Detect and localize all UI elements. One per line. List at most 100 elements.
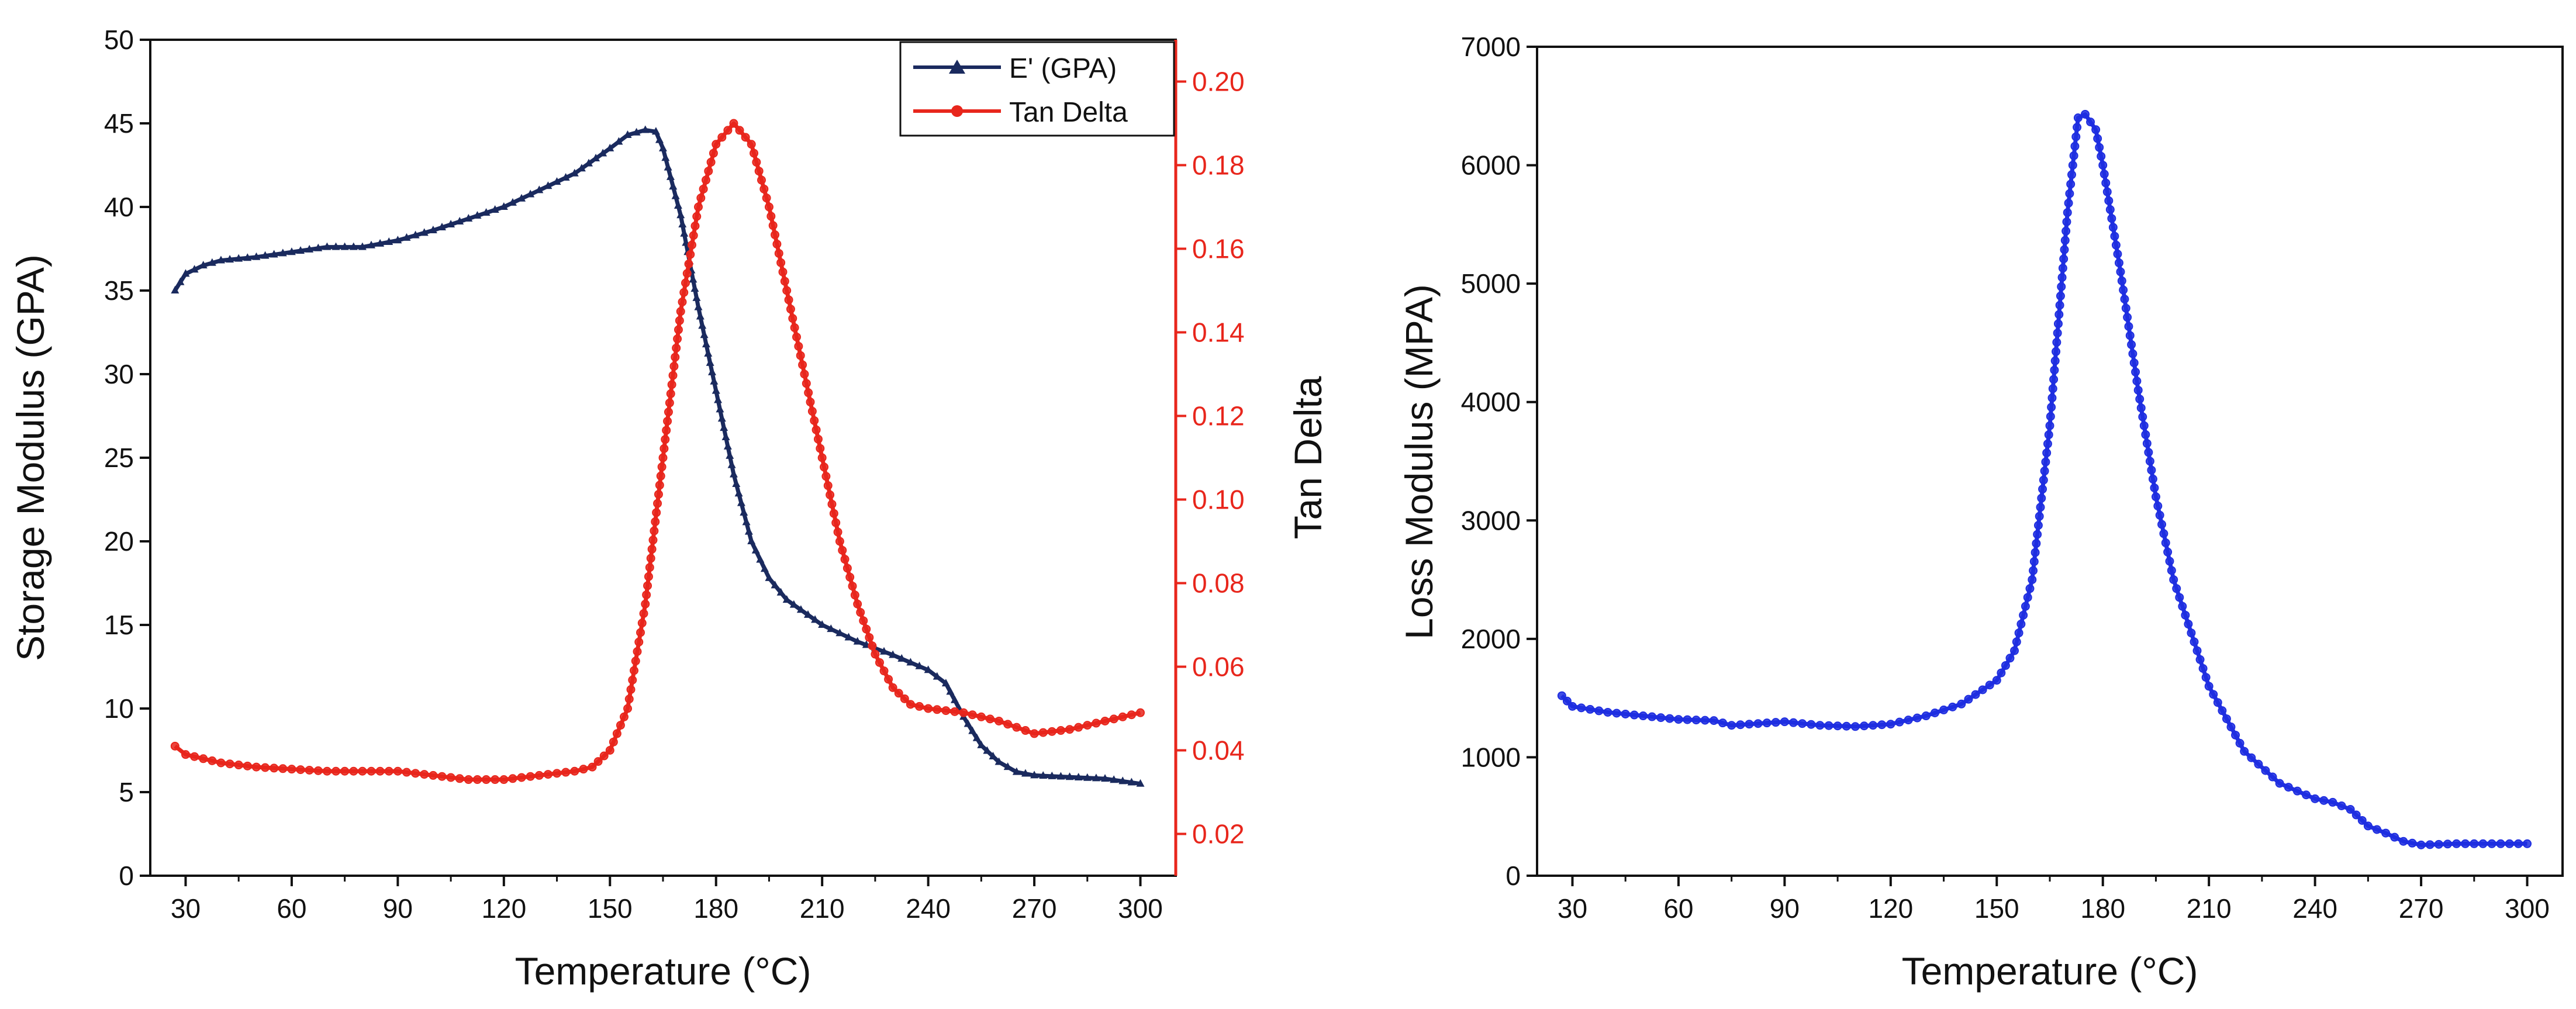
data-marker bbox=[2069, 151, 2078, 160]
data-marker bbox=[845, 572, 855, 582]
y-tick-label: 7000 bbox=[1461, 32, 1521, 62]
data-marker bbox=[842, 564, 852, 573]
y-axis-label: Storage Modulus (GPA) bbox=[9, 254, 52, 661]
data-marker bbox=[666, 389, 675, 399]
data-marker bbox=[1065, 725, 1075, 734]
data-marker bbox=[2145, 457, 2154, 466]
data-marker bbox=[2033, 530, 2042, 539]
data-marker bbox=[429, 770, 438, 780]
data-marker bbox=[2005, 654, 2015, 663]
data-marker bbox=[985, 714, 995, 724]
data-marker bbox=[199, 261, 208, 269]
data-marker bbox=[2014, 628, 2023, 638]
data-marker bbox=[287, 765, 296, 774]
data-marker bbox=[871, 649, 880, 659]
data-marker bbox=[780, 277, 789, 286]
series-tan-delta bbox=[170, 119, 1145, 785]
data-marker bbox=[2408, 838, 2417, 848]
data-marker bbox=[628, 675, 637, 685]
data-marker bbox=[2247, 753, 2256, 762]
data-marker bbox=[234, 254, 243, 262]
data-marker bbox=[784, 295, 793, 305]
data-marker bbox=[2098, 161, 2108, 170]
data-marker bbox=[653, 499, 662, 508]
data-marker bbox=[2010, 646, 2019, 655]
data-marker bbox=[642, 590, 651, 600]
data-marker bbox=[2053, 319, 2063, 329]
data-marker bbox=[2033, 521, 2043, 530]
data-marker bbox=[1092, 718, 1101, 728]
data-marker bbox=[671, 191, 680, 199]
data-marker bbox=[2172, 584, 2181, 593]
data-marker bbox=[1648, 712, 1657, 721]
data-marker bbox=[2097, 151, 2106, 161]
data-marker bbox=[2132, 376, 2142, 386]
data-marker bbox=[2513, 839, 2523, 848]
data-marker bbox=[2138, 412, 2147, 421]
data-marker bbox=[900, 694, 909, 703]
legend-marker-storage bbox=[949, 60, 965, 74]
data-marker bbox=[2268, 772, 2277, 782]
data-marker bbox=[226, 255, 234, 263]
data-marker bbox=[820, 462, 829, 472]
data-marker bbox=[2505, 839, 2514, 848]
x-tick-label: 30 bbox=[171, 893, 201, 924]
data-marker bbox=[393, 766, 402, 776]
data-marker bbox=[190, 265, 199, 273]
data-marker bbox=[1557, 691, 1566, 700]
data-marker bbox=[747, 140, 756, 149]
data-marker bbox=[972, 733, 981, 741]
data-marker bbox=[632, 127, 641, 136]
data-marker bbox=[2012, 637, 2021, 647]
data-marker bbox=[1824, 721, 1833, 730]
data-marker bbox=[888, 683, 897, 692]
data-marker bbox=[1030, 770, 1039, 779]
data-marker bbox=[225, 759, 234, 769]
data-marker bbox=[2452, 839, 2461, 848]
data-marker bbox=[794, 341, 803, 351]
data-marker bbox=[2292, 786, 2302, 796]
data-marker bbox=[2041, 457, 2050, 467]
data-marker bbox=[2150, 483, 2159, 493]
data-marker bbox=[2328, 797, 2337, 807]
data-marker bbox=[856, 608, 865, 617]
data-marker bbox=[682, 269, 692, 278]
data-marker bbox=[1594, 706, 1604, 716]
data-marker bbox=[1656, 713, 1666, 723]
data-marker bbox=[631, 656, 640, 666]
data-marker bbox=[712, 386, 720, 394]
data-marker bbox=[455, 217, 464, 225]
data-marker bbox=[296, 246, 305, 254]
data-marker bbox=[757, 175, 766, 185]
data-marker bbox=[641, 125, 650, 133]
data-marker bbox=[652, 508, 661, 517]
y-tick-label: 10 bbox=[104, 693, 134, 724]
data-marker bbox=[684, 260, 693, 268]
data-marker bbox=[2070, 141, 2080, 151]
data-marker bbox=[701, 175, 710, 185]
x-tick-label: 180 bbox=[693, 893, 738, 924]
data-marker bbox=[2148, 474, 2157, 483]
data-marker bbox=[2240, 747, 2249, 756]
data-marker bbox=[2119, 285, 2128, 295]
data-marker bbox=[1136, 708, 1145, 717]
data-marker bbox=[367, 240, 376, 248]
data-marker bbox=[499, 202, 508, 210]
data-marker bbox=[2095, 143, 2104, 152]
x-tick-label: 210 bbox=[800, 893, 845, 924]
data-marker bbox=[1771, 718, 1780, 727]
data-marker bbox=[2101, 178, 2111, 188]
data-marker bbox=[796, 605, 805, 613]
data-marker bbox=[270, 763, 279, 773]
data-marker bbox=[661, 153, 670, 161]
data-marker bbox=[2141, 430, 2150, 439]
data-marker bbox=[662, 426, 671, 435]
data-marker bbox=[672, 343, 681, 353]
data-marker bbox=[624, 694, 634, 704]
data-marker bbox=[2222, 714, 2231, 724]
data-marker bbox=[491, 205, 499, 213]
data-marker bbox=[593, 757, 603, 766]
data-marker bbox=[853, 637, 862, 645]
data-marker bbox=[437, 223, 446, 231]
